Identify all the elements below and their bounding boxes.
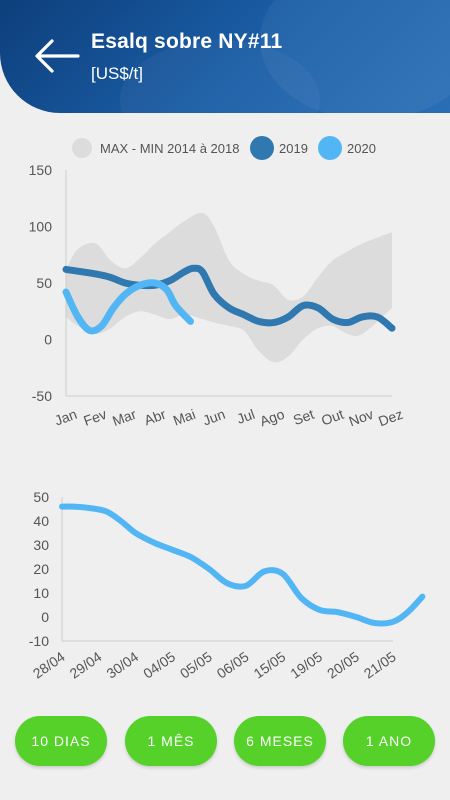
daily-chart: 50 40 30 20 10 0 -1028/0429/0430/0404/0505/050… bbox=[29, 489, 426, 682]
x-tick-label: 15/05 bbox=[251, 648, 289, 681]
x-tick-label: 19/05 bbox=[287, 648, 325, 681]
x-tick-label: 21/05 bbox=[361, 648, 399, 681]
x-tick-label: Mar bbox=[110, 406, 138, 429]
y-tick-label: 100 bbox=[29, 219, 53, 235]
x-tick-label: Nov bbox=[347, 406, 376, 430]
back-arrow-icon[interactable] bbox=[34, 38, 80, 74]
y-tick-label: 0 bbox=[44, 332, 52, 348]
chart-legend: MAX - MIN 2014 à 2018 2019 2020 bbox=[72, 136, 376, 160]
x-tick-label: 06/05 bbox=[214, 648, 252, 681]
legend-label: 2019 bbox=[279, 141, 308, 156]
header: Esalq sobre NY#11 [US$/t] bbox=[0, 0, 450, 113]
price-series-line bbox=[59, 503, 426, 627]
legend-item: 2019 bbox=[250, 136, 308, 160]
x-tick-label: 04/05 bbox=[140, 648, 178, 681]
y-tick-label: 30 bbox=[33, 537, 49, 553]
x-tick-label: Dez bbox=[376, 406, 405, 430]
x-tick-label: Jul bbox=[235, 406, 257, 427]
x-tick-label: 30/04 bbox=[103, 648, 141, 681]
x-tick-label: 20/05 bbox=[324, 648, 362, 681]
x-tick-label: Jan bbox=[52, 406, 79, 429]
page-subtitle: [US$/t] bbox=[91, 64, 143, 83]
legend-marker bbox=[250, 136, 274, 160]
y-tick-label: 20 bbox=[33, 561, 49, 577]
x-tick-label: Fev bbox=[81, 406, 108, 429]
page-title: Esalq sobre NY#11 bbox=[91, 30, 283, 53]
x-tick-label: Abr bbox=[142, 406, 168, 429]
period-10-days-button[interactable]: 10 DIAS bbox=[15, 716, 107, 766]
legend-label: MAX - MIN 2014 à 2018 bbox=[100, 141, 239, 156]
y-tick-label: 0 bbox=[41, 609, 49, 625]
y-tick-label: 50 bbox=[36, 275, 52, 291]
x-tick-label: Ago bbox=[258, 406, 287, 430]
y-tick-label: 150 bbox=[29, 162, 53, 178]
series-line-2020 bbox=[62, 279, 194, 335]
header-decoration bbox=[260, 0, 450, 113]
y-tick-label: 50 bbox=[33, 489, 49, 505]
x-tick-label: Out bbox=[319, 406, 346, 429]
y-tick-label: 40 bbox=[33, 513, 49, 529]
legend-item: 2020 bbox=[318, 136, 376, 160]
legend-label: 2020 bbox=[347, 141, 376, 156]
seasonal-chart: MAX - MIN 2014 à 2018 2019 2020 150 100 50 0 -5… bbox=[29, 136, 405, 430]
x-tick-label: 29/04 bbox=[67, 648, 105, 681]
y-tick-label: -50 bbox=[32, 388, 52, 404]
y-tick-label: 10 bbox=[33, 585, 49, 601]
period-6-months-button[interactable]: 6 MESES bbox=[234, 716, 326, 766]
x-tick-label: 05/05 bbox=[177, 648, 215, 681]
y-tick-label: -10 bbox=[29, 633, 49, 649]
x-tick-label: Jun bbox=[201, 406, 228, 429]
legend-item: MAX - MIN 2014 à 2018 bbox=[72, 138, 239, 158]
x-tick-label: Set bbox=[291, 406, 316, 428]
legend-marker bbox=[318, 136, 342, 160]
max-min-range-band bbox=[66, 212, 392, 363]
period-1-month-button[interactable]: 1 MÊS bbox=[125, 716, 217, 766]
legend-marker bbox=[72, 138, 92, 158]
period-1-year-button[interactable]: 1 ANO bbox=[343, 716, 435, 766]
x-tick-label: 28/04 bbox=[30, 648, 68, 681]
x-tick-label: Mai bbox=[171, 406, 198, 429]
